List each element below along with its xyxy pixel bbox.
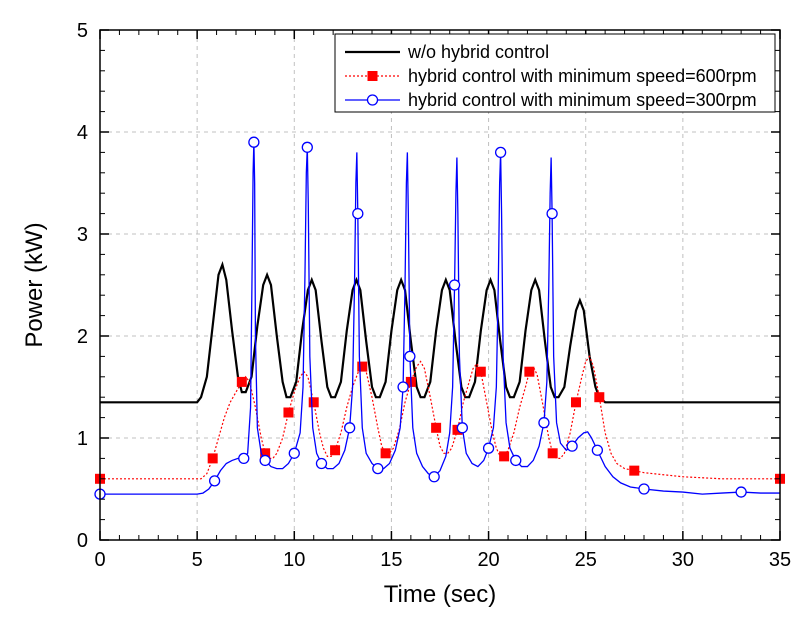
legend-label: hybrid control with minimum speed=600rpm (408, 66, 757, 86)
marker-circle (736, 487, 746, 497)
marker-square (208, 454, 217, 463)
legend-label: hybrid control with minimum speed=300rpm (408, 90, 757, 110)
y-tick-label: 3 (77, 224, 88, 246)
x-tick-label: 0 (94, 549, 105, 571)
marker-circle (511, 455, 521, 465)
marker-square (284, 408, 293, 417)
marker-circle (353, 209, 363, 219)
marker-square (331, 446, 340, 455)
marker-circle (302, 142, 312, 152)
x-tick-label: 30 (672, 549, 694, 571)
marker-square (595, 393, 604, 402)
x-tick-label: 35 (769, 549, 791, 571)
power-chart: 0 5 10 15 20 25 30 35 0 1 2 3 4 5 Time (sec) Power (kW)… (0, 0, 810, 627)
marker-square (476, 367, 485, 376)
marker-circle (567, 441, 577, 451)
x-tick-label: 10 (283, 549, 305, 571)
x-tick-label: 15 (380, 549, 402, 571)
x-tick-label: 25 (575, 549, 597, 571)
marker-square (237, 377, 246, 386)
marker-circle (429, 472, 439, 482)
y-tick-label: 5 (77, 20, 88, 42)
y-tick-label: 2 (77, 326, 88, 348)
marker-circle (398, 382, 408, 392)
marker-square (548, 449, 557, 458)
y-tick-label: 4 (77, 122, 88, 144)
marker-circle (249, 137, 259, 147)
marker-circle (639, 484, 649, 494)
y-axis-label: Power (kW) (21, 222, 48, 347)
y-tick-label: 0 (77, 530, 88, 552)
marker-circle (210, 476, 220, 486)
marker-circle (484, 443, 494, 453)
marker-square (525, 367, 534, 376)
legend-label: w/o hybrid control (407, 42, 549, 62)
x-axis-label: Time (sec) (384, 581, 496, 608)
marker-circle (316, 459, 326, 469)
x-tick-label: 5 (192, 549, 203, 571)
marker-circle (547, 209, 557, 219)
marker-square (500, 452, 509, 461)
marker-square (381, 449, 390, 458)
marker-square (572, 398, 581, 407)
marker-circle (457, 423, 467, 433)
marker-square (432, 423, 441, 432)
marker-circle (373, 464, 383, 474)
marker-circle (539, 418, 549, 428)
marker-circle (260, 455, 270, 465)
marker-circle (405, 351, 415, 361)
marker-circle (345, 423, 355, 433)
marker-square (630, 466, 639, 475)
marker-circle (239, 453, 249, 463)
marker-circle (450, 280, 460, 290)
marker-circle (496, 147, 506, 157)
x-tick-label: 20 (477, 549, 499, 571)
marker-circle (592, 445, 602, 455)
marker-circle (289, 448, 299, 458)
y-tick-label: 1 (77, 428, 88, 450)
marker-square (309, 398, 318, 407)
